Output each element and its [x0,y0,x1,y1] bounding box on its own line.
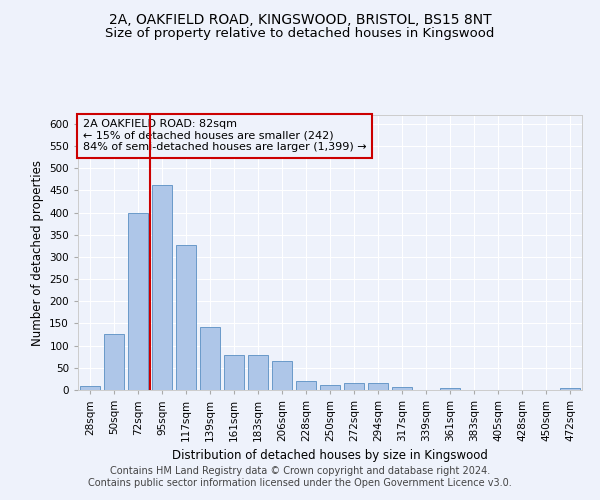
Text: 2A OAKFIELD ROAD: 82sqm
← 15% of detached houses are smaller (242)
84% of semi-d: 2A OAKFIELD ROAD: 82sqm ← 15% of detache… [83,119,367,152]
Bar [248,355,268,390]
Bar [296,381,316,390]
Bar [392,387,412,390]
Bar [344,384,364,390]
Bar [176,244,196,390]
Bar [200,326,220,390]
Bar [368,384,388,390]
Text: 2A, OAKFIELD ROAD, KINGSWOOD, BRISTOL, BS15 8NT: 2A, OAKFIELD ROAD, KINGSWOOD, BRISTOL, B… [109,12,491,26]
Bar [272,361,292,390]
Bar [80,386,100,390]
Bar [440,388,460,390]
Bar [224,355,244,390]
Bar [128,212,148,390]
Text: Size of property relative to detached houses in Kingswood: Size of property relative to detached ho… [106,28,494,40]
Text: Contains HM Land Registry data © Crown copyright and database right 2024.
Contai: Contains HM Land Registry data © Crown c… [88,466,512,487]
Bar [152,185,172,390]
Bar [560,388,580,390]
X-axis label: Distribution of detached houses by size in Kingswood: Distribution of detached houses by size … [172,450,488,462]
Bar [320,384,340,390]
Y-axis label: Number of detached properties: Number of detached properties [31,160,44,346]
Bar [104,334,124,390]
